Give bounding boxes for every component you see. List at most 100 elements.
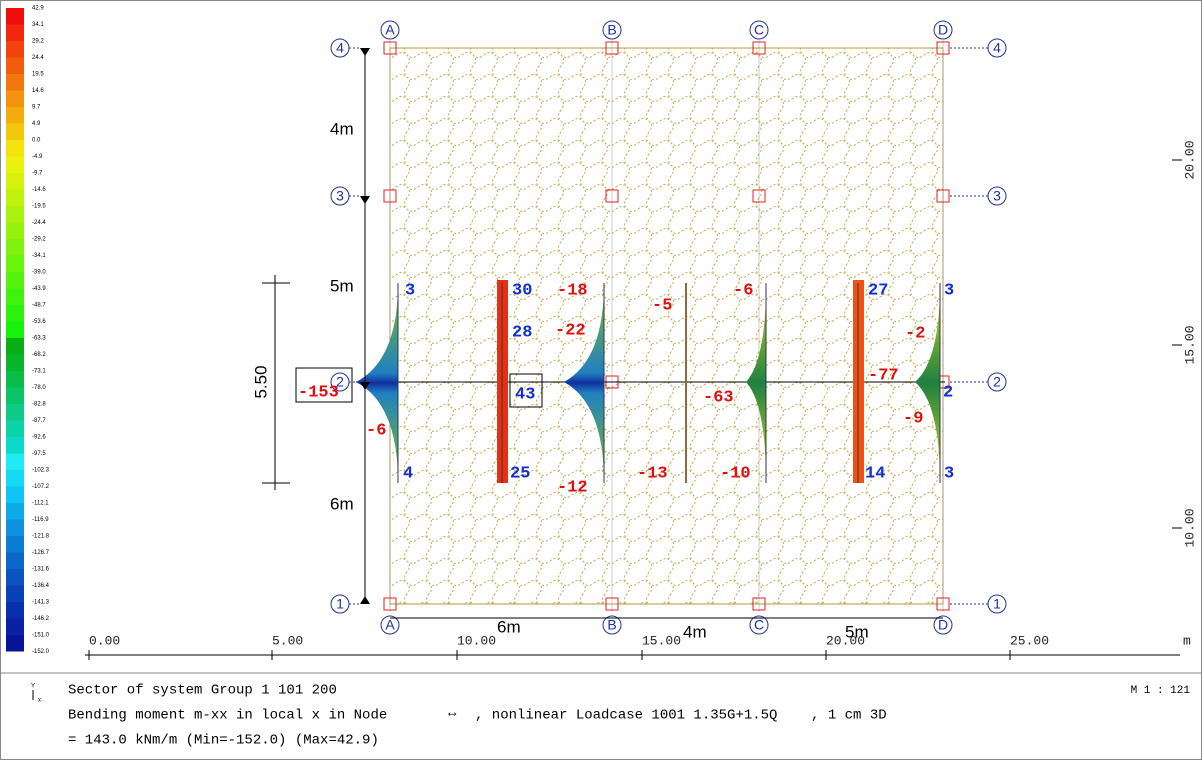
result-value: -13 [637, 464, 668, 483]
legend-label: 0.0 [32, 138, 41, 144]
legend-label: 29.2 [32, 39, 44, 45]
footer-arrow: ↔ [448, 706, 457, 722]
result-value: -9 [903, 409, 923, 428]
result-value: 14 [865, 464, 885, 483]
scale-label: 5.00 [272, 633, 303, 648]
dim-label: 5m [330, 276, 354, 295]
axis-label: C [754, 22, 764, 38]
result-value: -153 [298, 383, 339, 402]
legend-swatch [6, 124, 24, 141]
axis-label: D [938, 22, 948, 38]
legend-label: -19.5 [32, 204, 46, 210]
legend-swatch [6, 371, 24, 388]
legend-label: -14.6 [32, 187, 46, 193]
legend-label: -112.1 [32, 501, 49, 507]
legend-swatch [6, 487, 24, 504]
legend-swatch [6, 470, 24, 487]
legend-swatch [6, 8, 24, 25]
dim-label: 6m [497, 617, 521, 636]
axis-label: 3 [993, 188, 1001, 204]
footer-line: = 143.0 kNm/m (Min=-152.0) (Max=42.9) [68, 733, 379, 749]
legend-label: -121.8 [32, 534, 50, 540]
legend-swatch [6, 58, 24, 75]
legend-swatch [6, 289, 24, 306]
axis-label: B [607, 22, 616, 38]
legend-swatch [6, 140, 24, 157]
axis-label: 4 [336, 40, 344, 56]
dim-label: 4m [683, 622, 707, 641]
axis-label: 4 [993, 40, 1001, 56]
scale-label: 0.00 [89, 633, 120, 648]
result-value: -77 [868, 366, 899, 385]
legend-label: -141.3 [32, 600, 50, 606]
axis-label: 1 [336, 596, 344, 612]
axis-label: 1 [993, 596, 1001, 612]
legend-label: -92.6 [32, 435, 46, 441]
result-value: -2 [905, 324, 925, 343]
screen: 42.934.129.224.419.514.69.74.90.0-4.9-9.… [0, 0, 1202, 760]
result-value: 25 [510, 464, 530, 483]
axis-label: 2 [993, 374, 1001, 390]
dim-label: 5.50 [251, 365, 270, 398]
result-value: 3 [405, 281, 415, 300]
axis-label: A [385, 617, 395, 633]
legend-label: -126.7 [32, 550, 50, 556]
result-value: 4 [403, 464, 413, 483]
result-value: -6 [733, 281, 753, 300]
legend-label: -73.1 [32, 369, 46, 375]
legend-swatch [6, 322, 24, 339]
result-value: 43 [515, 385, 535, 404]
legend-swatch [6, 569, 24, 586]
result-value: 3 [944, 464, 954, 483]
legend-label: -24.4 [32, 220, 46, 226]
legend-label: -39.0 [32, 270, 46, 276]
legend-label: -146.2 [32, 616, 50, 622]
legend-label: -48.7 [32, 303, 46, 309]
legend-label: -97.5 [32, 451, 46, 457]
legend-label: -136.4 [32, 583, 50, 589]
axis-label: 3 [336, 188, 344, 204]
legend-swatch [6, 619, 24, 636]
legend-label: 14.6 [32, 88, 44, 94]
legend-label: 34.1 [32, 22, 44, 28]
legend-swatch [6, 305, 24, 322]
result-value: 2 [943, 383, 953, 402]
legend-swatch [6, 437, 24, 454]
legend-swatch [6, 25, 24, 42]
scale-label: 10.00 [1182, 508, 1197, 547]
legend-label: -63.3 [32, 336, 46, 342]
legend-label: -116.9 [32, 517, 49, 523]
result-value: -12 [557, 478, 588, 497]
legend-swatch [6, 107, 24, 124]
legend-swatch [6, 421, 24, 438]
scale-label: 10.00 [457, 633, 496, 648]
scale-label: 15.00 [1182, 325, 1197, 364]
scale-label: 25.00 [1010, 633, 1049, 648]
legend-swatch [6, 91, 24, 108]
result-value: -22 [555, 321, 586, 340]
axis-y: Y [31, 684, 35, 690]
legend-swatch [6, 355, 24, 372]
axis-label: B [607, 617, 616, 633]
result-value: 28 [512, 323, 532, 342]
legend-swatch [6, 404, 24, 421]
dim-label: 6m [330, 494, 354, 513]
legend-swatch [6, 388, 24, 405]
scale-ratio: M 1 : 121 [1131, 685, 1191, 697]
legend-label: 9.7 [32, 105, 41, 111]
result-value: 30 [512, 281, 532, 300]
legend-label: -4.9 [32, 154, 43, 160]
legend-swatch [6, 586, 24, 603]
legend-label: 24.4 [32, 55, 44, 61]
legend-swatch [6, 239, 24, 256]
legend-label: -87.7 [32, 418, 46, 424]
legend-swatch [6, 190, 24, 207]
legend-label: -78.0 [32, 385, 46, 391]
axis-x: x [38, 698, 41, 704]
footer-line: , nonlinear Loadcase 1001 1.35G+1.5Q , 1… [475, 708, 887, 724]
legend-label: -131.6 [32, 567, 50, 573]
dim-label: 4m [330, 119, 354, 138]
legend-label: 42.9 [32, 6, 44, 12]
legend-swatch [6, 520, 24, 537]
result-value: -63 [703, 388, 734, 407]
